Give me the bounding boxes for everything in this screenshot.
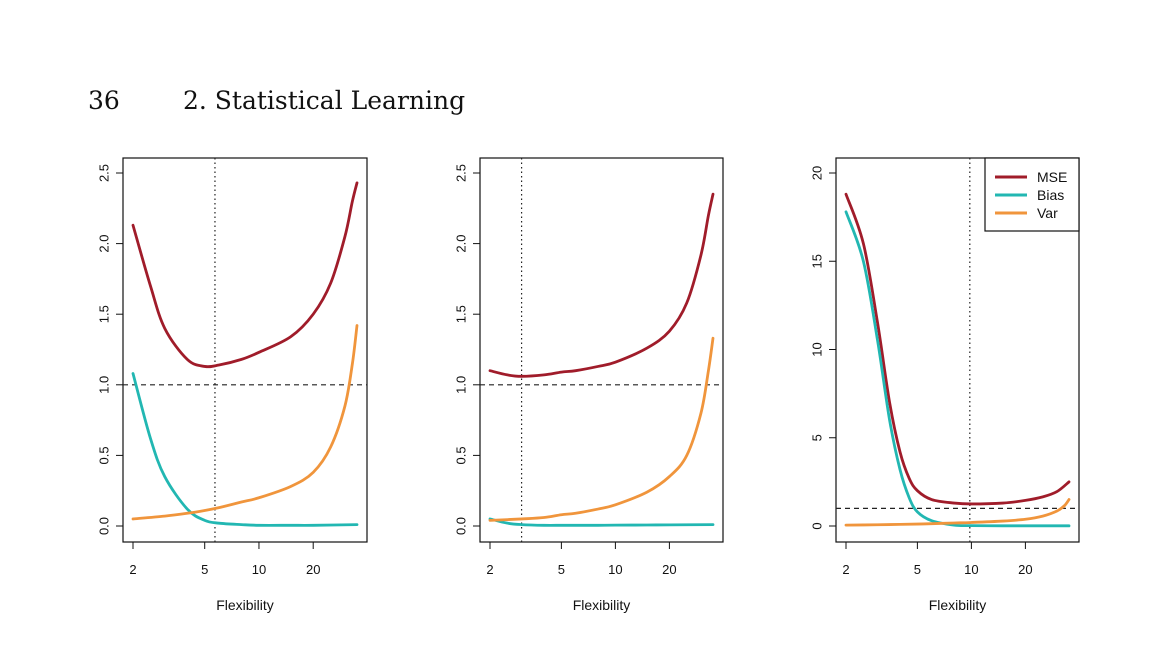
page-number: 36 [88,86,120,115]
y-tick-label: 1.5 [454,305,469,323]
x-tick-label: 5 [558,562,565,577]
y-tick-label: 5 [810,434,825,441]
x-tick-label: 10 [964,562,978,577]
plot-frame [122,157,368,543]
y-tick-label: 0 [810,522,825,529]
legend-label-var: Var [1037,205,1058,221]
chart-panel-1: 0.0 0.5 1.0 1.5 2.0 2.5 2 5 10 20 Flexibility [97,157,368,613]
x-tick-label: 5 [914,562,921,577]
series-line-mse [131,181,359,369]
x-tick-label: 20 [306,562,320,577]
legend-label-bias: Bias [1037,187,1064,203]
y-tick-label: 10 [810,342,825,356]
y-tick-label: 0.5 [454,446,469,464]
y-tick-label: 0.0 [97,517,112,535]
y-tick-label: 0.0 [454,517,469,535]
x-axis-label: Flexibility [929,597,987,613]
y-tick-label: 2.5 [454,164,469,182]
page-header: 36 2. Statistical Learning [88,86,465,115]
plot-frame [479,157,724,543]
chart-panel-2: 0.0 0.5 1.0 1.5 2.0 2.5 2 5 10 20 Flexibility [454,157,724,613]
x-tick-label: 5 [201,562,208,577]
series-line-mse [844,192,1071,506]
y-tick-label: 1.0 [454,376,469,394]
x-axis-label: Flexibility [573,597,631,613]
x-tick-label: 20 [662,562,676,577]
series-line-bias [488,517,715,527]
series-line-var [844,498,1071,527]
legend-label-mse: MSE [1037,169,1067,185]
series-line-mse [488,192,715,378]
x-tick-label: 2 [129,562,136,577]
y-tick-label: 2.0 [97,235,112,253]
x-tick-label: 10 [608,562,622,577]
y-tick-label: 20 [810,166,825,180]
legend: MSE Bias Var [984,157,1080,232]
chapter-title: 2. Statistical Learning [183,86,466,115]
x-axis-label: Flexibility [216,597,274,613]
y-tick-label: 2.0 [454,235,469,253]
series-line-var [488,336,715,522]
x-tick-label: 10 [252,562,266,577]
x-tick-label: 2 [842,562,849,577]
y-tick-label: 1.5 [97,305,112,323]
y-tick-label: 15 [810,254,825,268]
y-tick-label: 2.5 [97,164,112,182]
x-tick-label: 2 [486,562,493,577]
y-tick-label: 0.5 [97,446,112,464]
series-line-bias [844,210,1071,528]
series-line-bias [131,372,359,527]
y-tick-label: 1.0 [97,376,112,394]
series-line-var [131,324,359,521]
x-tick-label: 20 [1018,562,1032,577]
